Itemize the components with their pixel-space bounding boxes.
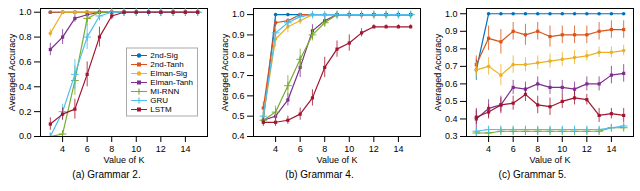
svg-text:0.5: 0.5 <box>232 111 245 121</box>
svg-text:0.6: 0.6 <box>445 79 458 89</box>
svg-text:8: 8 <box>322 144 327 154</box>
svg-text:12: 12 <box>582 144 592 154</box>
svg-text:1.0: 1.0 <box>19 7 32 17</box>
svg-text:4: 4 <box>273 144 278 154</box>
svg-text:0.4: 0.4 <box>232 131 245 141</box>
svg-text:0.4: 0.4 <box>445 114 458 124</box>
svg-text:12: 12 <box>369 144 379 154</box>
svg-text:4: 4 <box>60 144 65 154</box>
svg-text:Averaged Accuracy: Averaged Accuracy <box>220 33 230 111</box>
html-text:(a) Grammar 2.: (a) Grammar 2. <box>72 169 141 180</box>
html-text:LSTM: LSTM <box>150 104 172 114</box>
svg-text:0.0: 0.0 <box>19 131 32 141</box>
svg-text:0.2: 0.2 <box>19 107 32 117</box>
html-text:2nd-Tanh: 2nd-Tanh <box>150 59 184 69</box>
svg-text:1.0: 1.0 <box>445 9 458 19</box>
svg-text:0.8: 0.8 <box>445 44 458 54</box>
svg-text:0.7: 0.7 <box>445 61 458 71</box>
svg-text:Averaged Accuracy: Averaged Accuracy <box>433 33 443 111</box>
svg-text:0.7: 0.7 <box>232 70 245 80</box>
svg-text:0.3: 0.3 <box>445 131 458 141</box>
html-text:2nd-Sig: 2nd-Sig <box>150 50 178 60</box>
svg-text:Value of K: Value of K <box>317 155 358 165</box>
svg-text:6: 6 <box>85 144 90 154</box>
html-text:GRU: GRU <box>150 95 169 105</box>
svg-text:8: 8 <box>109 144 114 154</box>
svg-text:14: 14 <box>393 144 403 154</box>
html-text:Elman-Tanh: Elman-Tanh <box>150 77 193 87</box>
svg-text:Value of K: Value of K <box>104 155 145 165</box>
html-text:(b) Grammar 4.: (b) Grammar 4. <box>285 169 354 180</box>
svg-text:0.9: 0.9 <box>232 30 245 40</box>
svg-text:10: 10 <box>131 144 141 154</box>
html-text:Elman-Sig: Elman-Sig <box>150 68 188 78</box>
svg-text:6: 6 <box>298 144 303 154</box>
svg-text:Averaged Accuracy: Averaged Accuracy <box>7 33 17 111</box>
svg-text:14: 14 <box>606 144 616 154</box>
svg-text:10: 10 <box>557 144 567 154</box>
html-text:(c) Grammar 5.: (c) Grammar 5. <box>498 169 567 180</box>
svg-text:6: 6 <box>511 144 516 154</box>
svg-text:4: 4 <box>486 144 491 154</box>
svg-text:0.6: 0.6 <box>232 91 245 101</box>
svg-text:8: 8 <box>535 144 540 154</box>
svg-text:0.8: 0.8 <box>19 32 32 42</box>
svg-text:Value of K: Value of K <box>530 155 571 165</box>
svg-text:0.9: 0.9 <box>445 26 458 36</box>
svg-text:0.4: 0.4 <box>19 82 32 92</box>
svg-text:0.8: 0.8 <box>232 50 245 60</box>
svg-text:0.6: 0.6 <box>19 57 32 67</box>
svg-text:0.5: 0.5 <box>445 96 458 106</box>
svg-text:10: 10 <box>344 144 354 154</box>
svg-text:12: 12 <box>156 144 166 154</box>
svg-text:14: 14 <box>180 144 190 154</box>
html-text:MI-RNN: MI-RNN <box>150 86 180 96</box>
svg-text:1.0: 1.0 <box>232 9 245 19</box>
